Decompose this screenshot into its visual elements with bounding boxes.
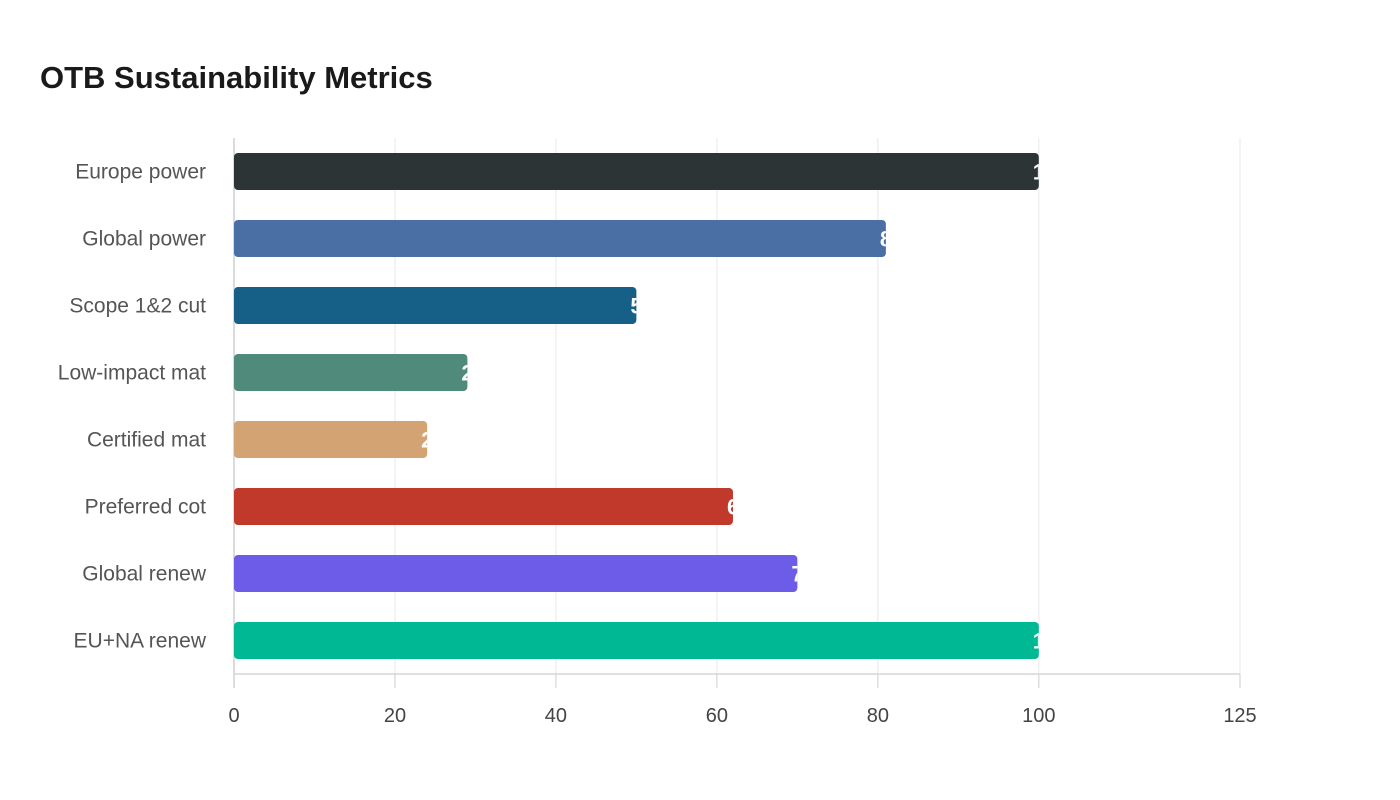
y-category-label: EU+NA renew bbox=[74, 630, 207, 653]
y-category-label: Scope 1&2 cut bbox=[69, 295, 206, 318]
bar-6 bbox=[234, 555, 798, 592]
y-category-label: Global renew bbox=[82, 563, 207, 586]
bar-data-label: 6 bbox=[727, 495, 739, 520]
bar-4 bbox=[234, 421, 428, 458]
y-category-label: Certified mat bbox=[87, 429, 206, 452]
y-category-label: Europe power bbox=[75, 161, 206, 184]
x-tick-label: 125 bbox=[1223, 705, 1256, 727]
bar-0 bbox=[234, 153, 1039, 190]
bar-data-label: 2 bbox=[421, 428, 433, 453]
x-tick-label: 0 bbox=[228, 705, 239, 727]
bar-data-label: 7 bbox=[791, 562, 803, 587]
bar-data-label: 8 bbox=[880, 227, 892, 252]
bar-data-label: 5 bbox=[630, 294, 642, 319]
bar-7 bbox=[234, 622, 1039, 659]
bar-1 bbox=[234, 220, 886, 257]
x-tick-label: 60 bbox=[706, 705, 728, 727]
bar-3 bbox=[234, 354, 468, 391]
x-tick-label: 20 bbox=[384, 705, 406, 727]
bar-data-label: 1 bbox=[1033, 629, 1045, 654]
y-category-label: Preferred cot bbox=[85, 496, 207, 519]
bar-data-label: 1 bbox=[1033, 160, 1045, 185]
y-category-label: Global power bbox=[82, 228, 206, 251]
x-tick-label: 80 bbox=[867, 705, 889, 727]
bar-5 bbox=[234, 488, 733, 525]
bar-data-label: 2 bbox=[461, 361, 473, 386]
x-tick-label: 100 bbox=[1022, 705, 1055, 727]
x-tick-label: 40 bbox=[545, 705, 567, 727]
y-category-label: Low-impact mat bbox=[58, 362, 206, 385]
bar-2 bbox=[234, 287, 637, 324]
chart-title: OTB Sustainability Metrics bbox=[40, 60, 433, 95]
